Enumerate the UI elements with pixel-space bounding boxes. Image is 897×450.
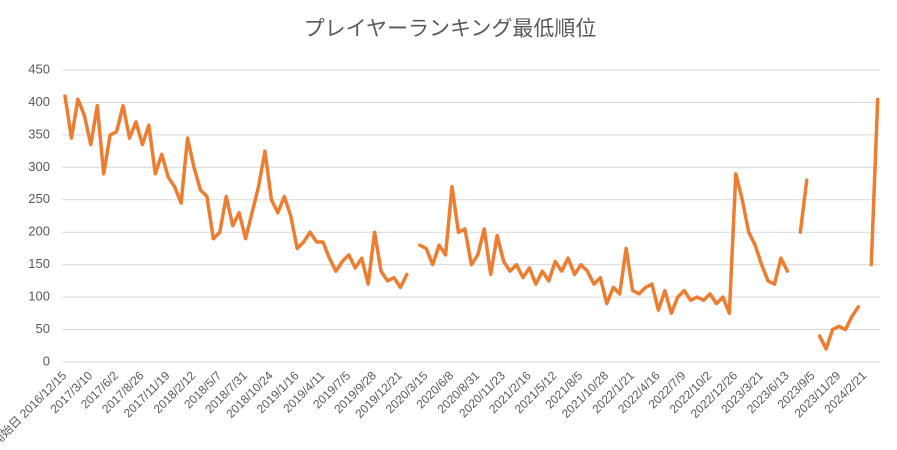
y-tick-label: 100 xyxy=(28,289,50,304)
y-tick-label: 250 xyxy=(28,191,50,206)
y-tick-label: 150 xyxy=(28,256,50,271)
y-tick-label: 350 xyxy=(28,126,50,141)
y-tick-label: 450 xyxy=(28,61,50,76)
y-tick-label: 400 xyxy=(28,94,50,109)
y-tick-label: 200 xyxy=(28,224,50,239)
y-tick-label: 50 xyxy=(36,321,50,336)
y-tick-label: 0 xyxy=(43,353,50,368)
chart-title: プレイヤーランキング最低順位 xyxy=(304,18,597,41)
data-line xyxy=(63,94,880,351)
y-tick-label: 300 xyxy=(28,159,50,174)
